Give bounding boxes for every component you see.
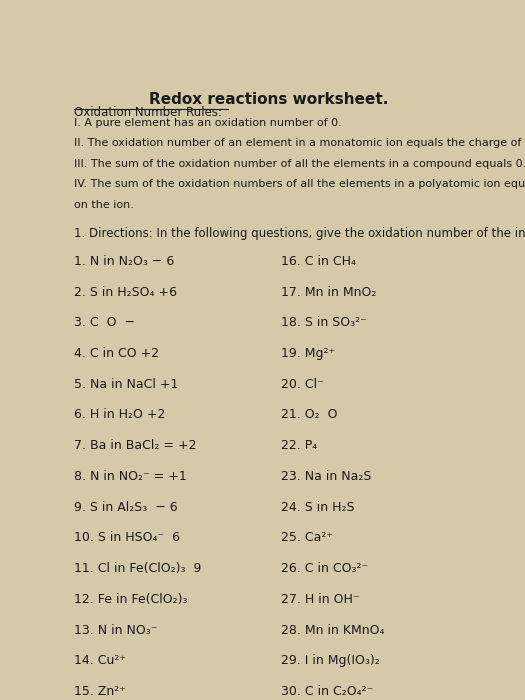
Text: 16. C in CH₄: 16. C in CH₄ (281, 255, 356, 268)
Text: 22. P₄: 22. P₄ (281, 439, 318, 452)
Text: 20. Cl⁻: 20. Cl⁻ (281, 378, 324, 391)
Text: Oxidation Number Rules:: Oxidation Number Rules: (74, 106, 222, 118)
Text: 8. N in NO₂⁻ = +1: 8. N in NO₂⁻ = +1 (74, 470, 186, 483)
Text: 9. S in Al₂S₃  − 6: 9. S in Al₂S₃ − 6 (74, 500, 177, 514)
Text: 3. C  O  −: 3. C O − (74, 316, 135, 329)
Text: 12. Fe in Fe(ClO₂)₃: 12. Fe in Fe(ClO₂)₃ (74, 593, 187, 606)
Text: 28. Mn in KMnO₄: 28. Mn in KMnO₄ (281, 624, 385, 636)
Text: 13. N in NO₃⁻: 13. N in NO₃⁻ (74, 624, 157, 636)
Text: II. The oxidation number of an element in a monatomic ion equals the charge of t: II. The oxidation number of an element i… (74, 139, 525, 148)
Text: 14. Cu²⁺: 14. Cu²⁺ (74, 654, 126, 667)
Text: 11. Cl in Fe(ClO₂)₃  9: 11. Cl in Fe(ClO₂)₃ 9 (74, 562, 201, 575)
Text: 5. Na in NaCl +1: 5. Na in NaCl +1 (74, 378, 178, 391)
Text: I. A pure element has an oxidation number of 0.: I. A pure element has an oxidation numbe… (74, 118, 341, 128)
Text: III. The sum of the oxidation number of all the elements in a compound equals 0.: III. The sum of the oxidation number of … (74, 159, 525, 169)
Text: 4. C in CO +2: 4. C in CO +2 (74, 347, 159, 360)
Text: 18. S in SO₃²⁻: 18. S in SO₃²⁻ (281, 316, 367, 329)
Text: 30. C in C₂O₄²⁻: 30. C in C₂O₄²⁻ (281, 685, 373, 698)
Text: on the ion.: on the ion. (74, 200, 134, 210)
Text: 10. S in HSO₄⁻  6: 10. S in HSO₄⁻ 6 (74, 531, 180, 545)
Text: 29. I in Mg(IO₃)₂: 29. I in Mg(IO₃)₂ (281, 654, 380, 667)
Text: 24. S in H₂S: 24. S in H₂S (281, 500, 355, 514)
Text: 17. Mn in MnO₂: 17. Mn in MnO₂ (281, 286, 376, 299)
Text: 6. H in H₂O +2: 6. H in H₂O +2 (74, 409, 165, 421)
Text: 26. C in CO₃²⁻: 26. C in CO₃²⁻ (281, 562, 369, 575)
Text: IV. The sum of the oxidation numbers of all the elements in a polyatomic ion equ: IV. The sum of the oxidation numbers of … (74, 179, 525, 190)
Text: Redox reactions worksheet.: Redox reactions worksheet. (150, 92, 388, 107)
Text: 7. Ba in BaCl₂ = +2: 7. Ba in BaCl₂ = +2 (74, 439, 196, 452)
Text: 23. Na in Na₂S: 23. Na in Na₂S (281, 470, 372, 483)
Text: 27. H in OH⁻: 27. H in OH⁻ (281, 593, 360, 606)
Text: 15. Zn²⁺: 15. Zn²⁺ (74, 685, 125, 698)
Text: 19. Mg²⁺: 19. Mg²⁺ (281, 347, 335, 360)
Text: 25. Ca²⁺: 25. Ca²⁺ (281, 531, 333, 545)
Text: 21. O₂  O: 21. O₂ O (281, 409, 338, 421)
Text: 1. Directions: In the following questions, give the oxidation number of the indi: 1. Directions: In the following question… (74, 227, 525, 240)
Text: 1. N in N₂O₃ − 6: 1. N in N₂O₃ − 6 (74, 255, 174, 268)
Text: 2. S in H₂SO₄ +6: 2. S in H₂SO₄ +6 (74, 286, 177, 299)
